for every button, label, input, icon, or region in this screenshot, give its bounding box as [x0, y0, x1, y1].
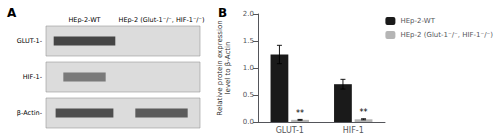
svg-text:HEp-2 (Glut-1⁻/⁻, HIF-1⁻/⁻): HEp-2 (Glut-1⁻/⁻, HIF-1⁻/⁻) [400, 31, 493, 39]
svg-text:1.0: 1.0 [243, 64, 254, 72]
svg-text:GLUT-1: GLUT-1 [276, 126, 304, 135]
svg-text:2.0: 2.0 [243, 10, 254, 18]
svg-text:1.5: 1.5 [243, 37, 254, 45]
svg-text:β-Actin-: β-Actin- [17, 109, 43, 117]
svg-text:0.5: 0.5 [243, 91, 254, 99]
svg-text:**: ** [296, 109, 304, 118]
svg-text:GLUT-1-: GLUT-1- [17, 37, 43, 45]
svg-text:HEp-2 (Glut-1⁻/⁻, HIF-1⁻/⁻): HEp-2 (Glut-1⁻/⁻, HIF-1⁻/⁻) [119, 16, 205, 24]
svg-text:**: ** [360, 108, 368, 117]
svg-text:HIF-1: HIF-1 [343, 126, 364, 135]
svg-text:HEp-2-WT: HEp-2-WT [400, 17, 435, 25]
svg-text:HEp-2-WT: HEp-2-WT [68, 16, 100, 24]
svg-text:A: A [7, 6, 17, 20]
svg-text:level to β-Actin: level to β-Actin [224, 42, 232, 95]
svg-text:0.0: 0.0 [243, 118, 254, 126]
svg-text:B: B [218, 6, 227, 20]
svg-text:HIF-1-: HIF-1- [23, 73, 43, 81]
svg-text:Relative protein expression: Relative protein expression [216, 20, 224, 115]
